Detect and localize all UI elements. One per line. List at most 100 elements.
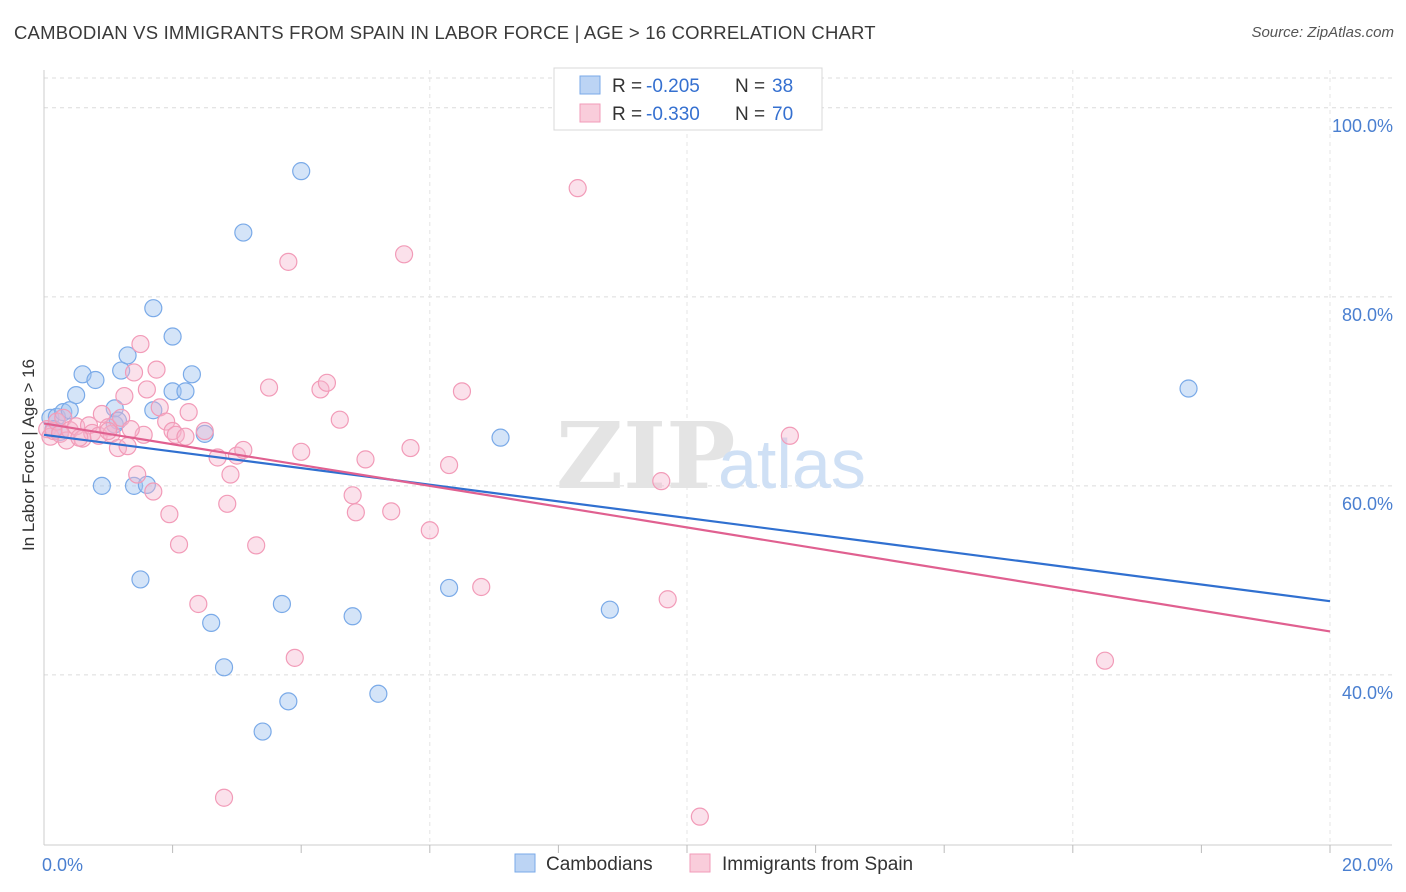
cambodians-point-32 — [491, 428, 510, 447]
cambodians-point-17 — [163, 327, 182, 346]
spain-point-38 — [218, 494, 237, 513]
spain-point-20 — [124, 363, 144, 382]
spain-point-54 — [394, 245, 414, 264]
spain-point-36 — [195, 421, 214, 441]
cambodians-point-11 — [118, 346, 137, 365]
spain-point-63 — [690, 807, 709, 826]
cambodians-point-23 — [214, 658, 234, 677]
bottom-legend: Cambodians Immigrants from Spain — [514, 853, 913, 875]
spain-point-58 — [452, 382, 472, 401]
cambodians-point-29 — [343, 607, 362, 626]
y-tick-label-1: 60.0% — [1342, 494, 1393, 514]
cambodians-point-20 — [182, 365, 201, 384]
spain-point-52 — [356, 450, 375, 469]
legend-n-label-2: N = — [735, 104, 765, 125]
spain-point-46 — [292, 442, 311, 461]
spain-point-55 — [401, 438, 420, 458]
legend-r-label-1: R = — [612, 76, 642, 97]
top-legend: R = -0.205 N = 38 R = -0.330 N = 70 — [553, 67, 823, 131]
spain-trend-line — [43, 422, 1331, 633]
spain-point-26 — [147, 360, 166, 379]
spain-point-21 — [128, 465, 147, 484]
spain-point-45 — [285, 648, 304, 667]
spain-point-44 — [279, 252, 298, 271]
legend-r-value-1: -0.205 — [646, 76, 700, 97]
spain-point-48 — [317, 373, 337, 392]
legend-swatch-cambodians — [579, 75, 601, 95]
spain-point-69 — [121, 420, 140, 439]
cambodians-point-30 — [369, 684, 388, 703]
legend-swatch-spain — [579, 103, 601, 123]
spain-point-18 — [115, 386, 134, 406]
cambodians-point-31 — [439, 578, 459, 598]
cambodians-point-34 — [1179, 379, 1198, 398]
spain-point-42 — [247, 536, 266, 555]
y-axis-label: In Labor Force | Age > 16 — [19, 359, 38, 551]
cambodians-point-6 — [86, 370, 105, 390]
y-tick-label-2: 80.0% — [1342, 305, 1393, 325]
spain-point-62 — [658, 590, 677, 609]
bottom-legend-label-cambodians: Cambodians — [546, 854, 653, 875]
cambodians-point-33 — [600, 600, 619, 619]
legend-n-value-2: 70 — [772, 104, 793, 125]
spain-point-47 — [311, 380, 330, 399]
spain-point-53 — [382, 502, 401, 521]
spain-point-49 — [330, 410, 349, 429]
trend-lines — [43, 422, 1331, 633]
cambodians-point-3 — [60, 401, 79, 420]
bottom-legend-label-spain: Immigrants from Spain — [722, 854, 913, 875]
cambodians-point-12 — [124, 476, 144, 495]
cambodians-point-4 — [67, 386, 86, 405]
spain-point-51 — [346, 503, 365, 522]
spain-point-59 — [472, 577, 491, 597]
spain-point-35 — [189, 594, 208, 614]
cambodians-point-13 — [131, 570, 150, 589]
cambodians-point-18 — [163, 382, 182, 401]
legend-r-label-2: R = — [612, 104, 642, 125]
cambodians-point-19 — [176, 382, 195, 401]
spain-point-65 — [1095, 651, 1115, 670]
cambodians-point-28 — [292, 162, 311, 181]
spain-point-24 — [137, 380, 156, 399]
axes — [43, 70, 1392, 846]
bottom-legend-swatch-cambodians — [514, 853, 536, 873]
spain-point-29 — [160, 505, 179, 524]
legend-n-label-1: N = — [735, 76, 765, 97]
cambodians-point-25 — [253, 722, 272, 741]
spain-point-50 — [343, 486, 362, 505]
cambodians-point-2 — [54, 403, 73, 422]
legend-n-value-1: 38 — [772, 76, 793, 97]
y-tick-label-0: 40.0% — [1342, 683, 1393, 703]
cambodians-point-7 — [92, 476, 111, 495]
cambodians-point-22 — [202, 613, 221, 632]
spain-point-22 — [131, 334, 150, 354]
spain-point-56 — [420, 521, 439, 540]
spain-point-34 — [179, 403, 198, 422]
spain-point-57 — [439, 455, 459, 475]
watermark-atlas: atlas — [718, 425, 866, 503]
bottom-legend-swatch-spain — [689, 853, 711, 873]
spain-point-66 — [214, 788, 234, 807]
cambodians-point-24 — [234, 223, 253, 242]
legend-r-value-2: -0.330 — [646, 104, 700, 125]
cambodians-trend-line — [43, 433, 1331, 603]
watermark-zip: ZIP — [556, 402, 735, 510]
axis-ticks: 40.0% 60.0% 80.0% 100.0% 0.0% 20.0% — [42, 116, 1393, 875]
cambodians-points — [41, 162, 1198, 741]
spain-point-67 — [99, 421, 118, 441]
cambodians-point-26 — [272, 594, 292, 614]
cambodians-point-27 — [279, 692, 298, 711]
x-tick-label-1: 20.0% — [1342, 855, 1393, 875]
spain-point-33 — [176, 427, 195, 446]
spain-point-60 — [568, 179, 587, 198]
spain-point-25 — [144, 482, 163, 501]
cambodians-point-15 — [144, 299, 163, 318]
spain-point-39 — [221, 465, 240, 484]
source-label: Source: ZipAtlas.com — [1251, 24, 1394, 41]
spain-point-28 — [157, 412, 176, 431]
x-tick-label-0: 0.0% — [42, 855, 83, 875]
spain-point-43 — [259, 378, 279, 397]
spain-point-64 — [780, 426, 799, 445]
spain-point-32 — [169, 535, 189, 554]
